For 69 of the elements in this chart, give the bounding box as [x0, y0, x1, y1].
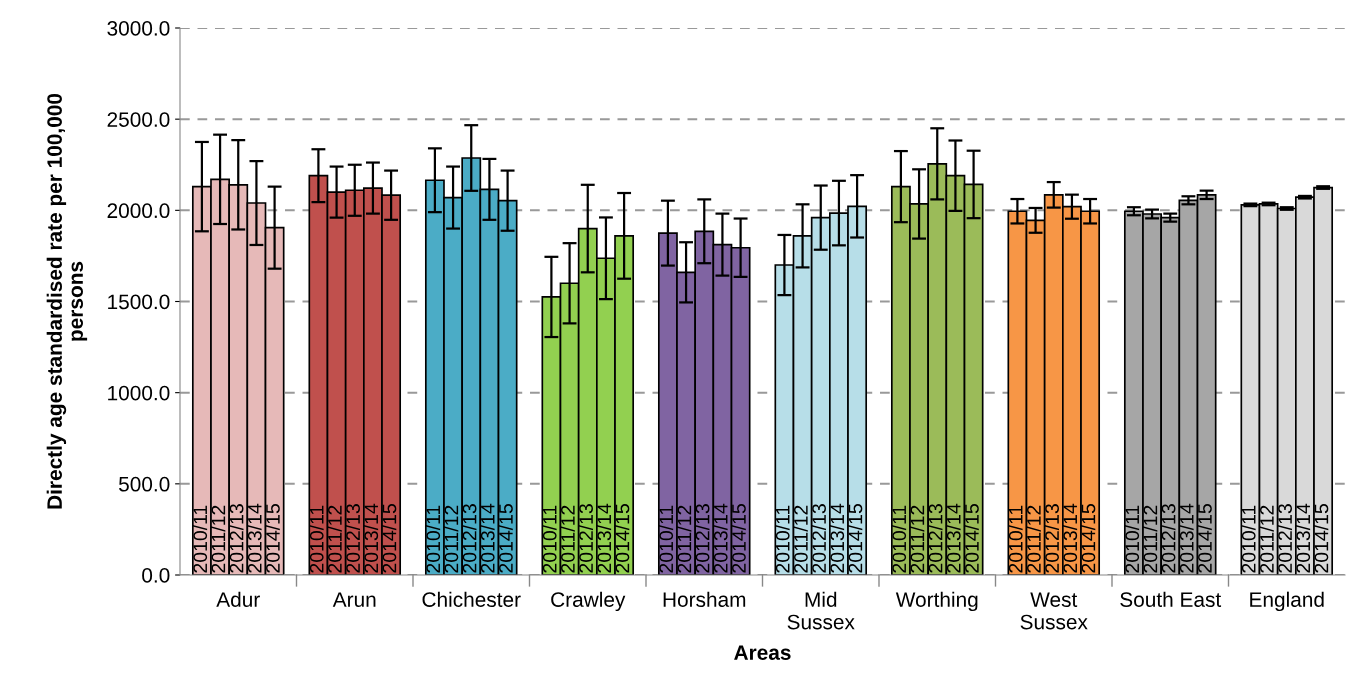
text: 2010/11 [891, 505, 907, 573]
text: 2010/11 [658, 505, 674, 573]
y-tick-label: 1500.0 [108, 294, 170, 310]
text: 2011/12 [910, 505, 925, 573]
text: 2014/15 [848, 504, 863, 573]
text: 2013/14 [1179, 503, 1194, 573]
text: 2012/13 [578, 504, 593, 573]
text: 2011/12 [1026, 505, 1041, 573]
text: 2014/15 [964, 504, 979, 573]
series-label: 2011/12 [211, 505, 226, 573]
x-tick-label: Crawley [551, 591, 626, 612]
y-tick-label: 0.0 [142, 568, 170, 583]
text: 2011/12 [327, 505, 342, 573]
series-label: 2013/14 [596, 503, 612, 573]
x-tick-label: Worthing [895, 591, 978, 612]
text: 2010/11 [425, 505, 441, 573]
text: 2014/15 [1314, 504, 1329, 573]
y-tick-label: 500.0 [118, 476, 170, 492]
text: 2013/14 [713, 503, 728, 573]
series-label: 2014/15 [615, 504, 630, 573]
text: 2010/11 [1241, 505, 1256, 573]
text: 2013/14 [1062, 503, 1078, 573]
text: 2010/11 [1124, 505, 1140, 573]
x-tick-label: Mid Sussex [787, 591, 855, 630]
text: 2010/11 [1008, 505, 1023, 573]
text: 2010/11 [192, 505, 208, 573]
x-axis-title: Areas [734, 645, 791, 660]
text: 2012/13 [811, 504, 826, 573]
text: 2011/12 [793, 505, 808, 573]
x-tick-label: Adur [216, 591, 260, 607]
text: 2013/14 [829, 503, 845, 573]
x-tick-label: Horsham [663, 591, 746, 607]
series-label: 2010/11 [309, 505, 324, 573]
text: 2010/11 [542, 505, 557, 573]
y-tick-label: 3000.0 [107, 21, 170, 36]
text: 2012/13 [462, 504, 477, 573]
text: 2011/12 [444, 505, 459, 573]
text: 2014/15 [382, 504, 397, 573]
text: 2013/14 [1295, 503, 1311, 573]
text: 2014/15 [498, 504, 513, 573]
text: 2012/13 [229, 504, 244, 573]
y-tick-label: 2500.0 [107, 112, 170, 127]
text: 2010/11 [775, 505, 790, 573]
text: 2011/12 [1259, 505, 1274, 573]
x-tick-label: South East [1120, 591, 1222, 607]
x-tick-label: Arun [332, 592, 376, 607]
text: 2012/13 [695, 504, 710, 573]
text: 2014/15 [265, 504, 280, 573]
series-label: 2012/13 [345, 504, 360, 573]
text: 2012/13 [1161, 504, 1176, 573]
text: 2014/15 [1081, 504, 1096, 573]
text: 2011/12 [677, 505, 692, 573]
text: 2012/13 [1044, 504, 1059, 573]
text: 2013/14 [480, 503, 495, 573]
text: 2012/13 [928, 504, 943, 573]
x-tick-label: Chichester [422, 591, 521, 607]
text: 2011/12 [1143, 505, 1158, 573]
text: 2013/14 [946, 503, 961, 573]
text: 2014/15 [1197, 504, 1212, 573]
y-tick-label: 1000.0 [108, 385, 170, 401]
text: 2014/15 [731, 504, 746, 573]
text: 2011/12 [560, 505, 575, 573]
x-tick-label: West Sussex [1020, 592, 1088, 630]
y-axis-title: Directly age standardised rate per 100,000 persons [46, 93, 88, 509]
x-tick-label: England [1250, 591, 1324, 612]
y-tick-label: 2000.0 [107, 203, 170, 219]
text: 2012/13 [1277, 504, 1292, 573]
text: 2013/14 [363, 503, 379, 573]
text: 2013/14 [247, 503, 262, 573]
